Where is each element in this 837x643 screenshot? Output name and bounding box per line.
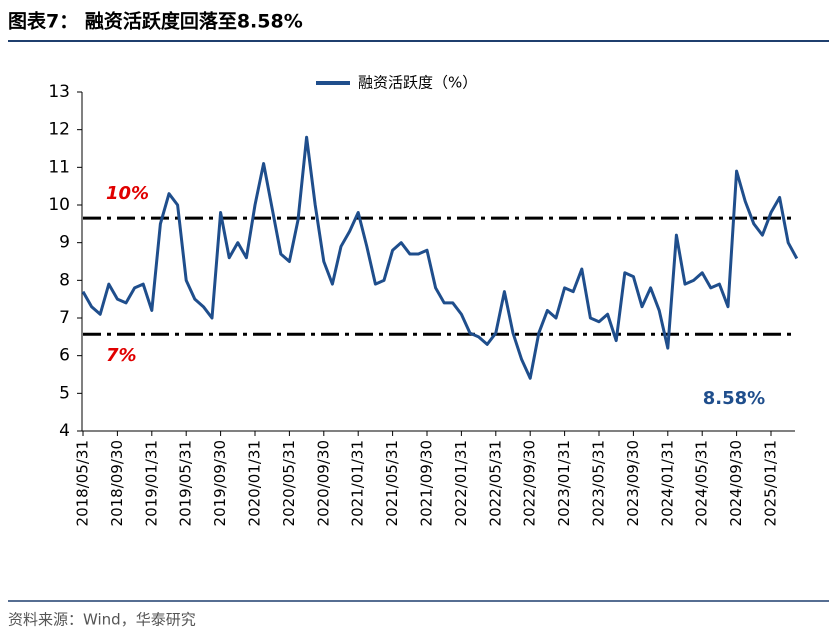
- x-tick-label: 2019/01/31: [142, 440, 160, 526]
- y-tick-label: 4: [59, 421, 70, 441]
- x-tick-label: 2022/05/31: [486, 440, 504, 526]
- x-tick-label: 2023/01/31: [555, 440, 573, 526]
- reference-label: 7%: [106, 345, 137, 366]
- last-value-label: 8.58%: [703, 388, 765, 409]
- y-tick-label: 8: [59, 270, 70, 290]
- y-tick-label: 9: [59, 233, 70, 253]
- y-tick-label: 7: [59, 308, 70, 328]
- x-tick-label: 2024/09/30: [727, 440, 745, 526]
- y-tick-label: 12: [48, 120, 70, 140]
- x-tick-label: 2022/09/30: [521, 440, 539, 526]
- x-tick-label: 2018/09/30: [108, 440, 126, 526]
- reference-label: 10%: [106, 183, 149, 204]
- x-tick-label: 2020/09/30: [314, 440, 332, 526]
- x-tick-label: 2019/09/30: [211, 440, 229, 526]
- x-tick-label: 2024/05/31: [693, 440, 711, 526]
- chart-title: 图表7： 融资活跃度回落至8.58%: [8, 10, 303, 33]
- x-tick-label: 2020/01/31: [246, 440, 264, 526]
- x-tick-label: 2021/09/30: [418, 440, 436, 526]
- y-tick-label: 5: [59, 383, 70, 403]
- x-tick-label: 2019/05/31: [177, 440, 195, 526]
- x-tick-label: 2025/01/31: [762, 440, 780, 526]
- y-tick-label: 13: [48, 82, 70, 102]
- x-tick-label: 2024/01/31: [658, 440, 676, 526]
- x-tick-label: 2020/05/31: [280, 440, 298, 526]
- x-tick-label: 2022/01/31: [452, 440, 470, 526]
- x-tick-label: 2021/05/31: [383, 440, 401, 526]
- x-tick-label: 2023/05/31: [590, 440, 608, 526]
- legend-label: 融资活跃度（%）: [358, 74, 477, 92]
- source: 资料来源：Wind，华泰研究: [8, 611, 196, 629]
- series-line: [81, 135, 799, 380]
- y-tick-label: 6: [59, 346, 70, 366]
- x-tick-label: 2018/05/31: [74, 440, 92, 526]
- y-tick-label: 11: [48, 157, 70, 177]
- x-tick-label: 2021/01/31: [349, 440, 367, 526]
- y-tick-label: 10: [48, 195, 70, 215]
- x-tick-label: 2023/09/30: [624, 440, 642, 526]
